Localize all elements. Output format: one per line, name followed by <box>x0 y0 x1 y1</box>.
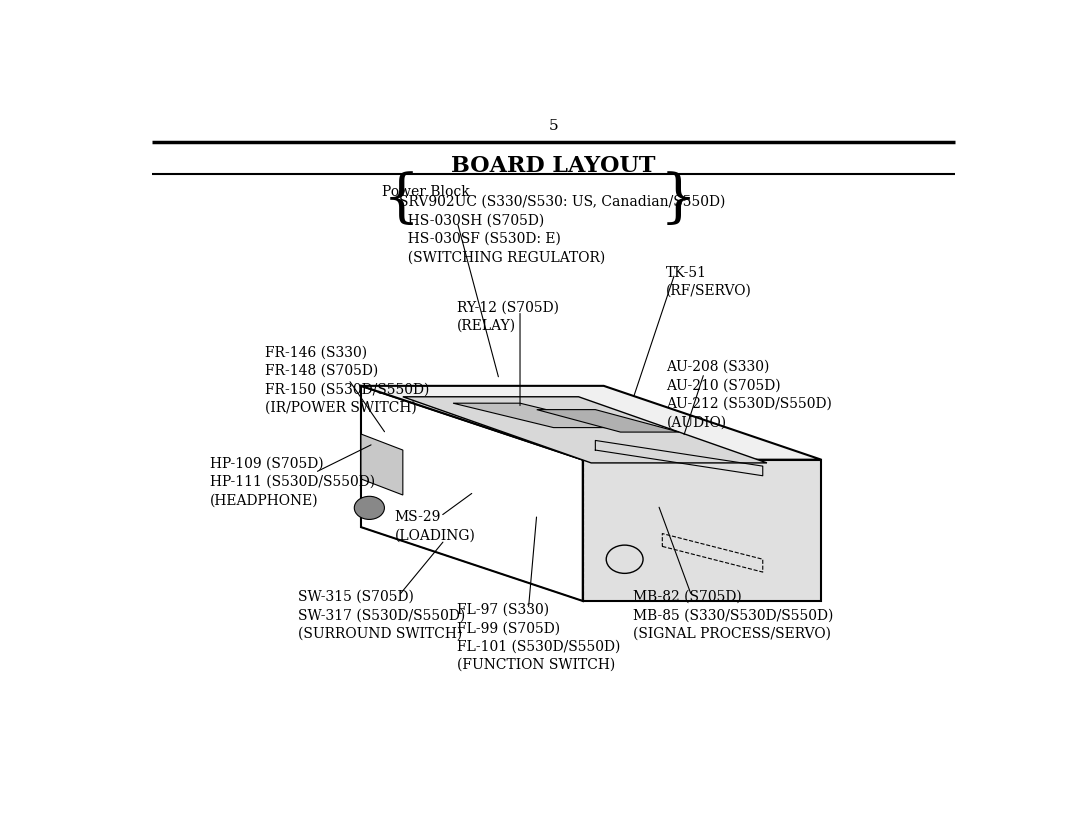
Text: SRV902UC (S330/S530: US, Canadian/S550D)
  HS-030SH (S705D)
  HS-030SF (S530D: E: SRV902UC (S330/S530: US, Canadian/S550D)… <box>399 195 725 264</box>
Polygon shape <box>361 386 821 460</box>
Text: SW-315 (S705D)
SW-317 (S530D/S550D)
(SURROUND SWITCH): SW-315 (S705D) SW-317 (S530D/S550D) (SUR… <box>298 590 465 641</box>
Text: Power Block: Power Block <box>382 185 470 198</box>
Text: TK-51
(RF/SERVO): TK-51 (RF/SERVO) <box>665 266 752 299</box>
Text: FR-146 (S330)
FR-148 (S705D)
FR-150 (S530D/S550D)
(IR/POWER SWITCH): FR-146 (S330) FR-148 (S705D) FR-150 (S53… <box>265 345 429 414</box>
Polygon shape <box>583 460 821 601</box>
Text: MB-82 (S705D)
MB-85 (S330/S530D/S550D)
(SIGNAL PROCESS/SERVO): MB-82 (S705D) MB-85 (S330/S530D/S550D) (… <box>633 590 834 641</box>
Polygon shape <box>537 409 679 432</box>
Text: FL-97 (S330)
FL-99 (S705D)
FL-101 (S530D/S550D)
(FUNCTION SWITCH): FL-97 (S330) FL-99 (S705D) FL-101 (S530D… <box>457 603 621 672</box>
Text: 5: 5 <box>549 119 558 133</box>
Text: MS-29
(LOADING): MS-29 (LOADING) <box>394 510 475 542</box>
Polygon shape <box>361 434 403 495</box>
Text: }: } <box>660 173 697 229</box>
Text: AU-208 (S330)
AU-210 (S705D)
AU-212 (S530D/S550D)
(AUDIO): AU-208 (S330) AU-210 (S705D) AU-212 (S53… <box>666 360 833 430</box>
Text: BOARD LAYOUT: BOARD LAYOUT <box>451 154 656 177</box>
Text: RY-12 (S705D)
(RELAY): RY-12 (S705D) (RELAY) <box>457 300 559 333</box>
Text: HP-109 (S705D)
HP-111 (S530D/S550D)
(HEADPHONE): HP-109 (S705D) HP-111 (S530D/S550D) (HEA… <box>211 456 376 507</box>
Polygon shape <box>454 403 620 428</box>
Text: {: { <box>382 173 420 229</box>
Circle shape <box>354 496 384 520</box>
Polygon shape <box>403 397 767 463</box>
